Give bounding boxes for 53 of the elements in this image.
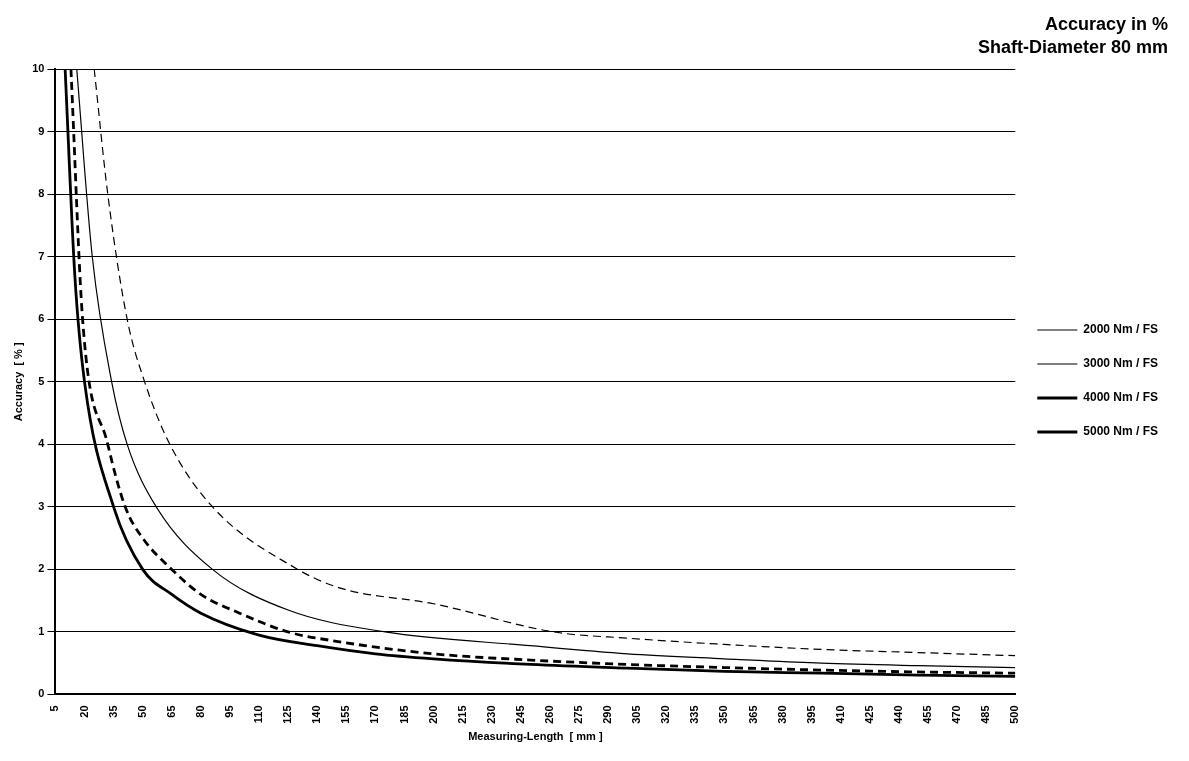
y-tick-label: 3 [38, 499, 45, 512]
x-tick-label: 425 [862, 705, 875, 724]
x-tick-label: 275 [572, 705, 585, 724]
y-tick-label: 0 [38, 687, 45, 700]
y-tick-label: 1 [38, 624, 45, 637]
x-tick-label: 185 [397, 705, 410, 724]
x-tick-label: 365 [746, 705, 759, 724]
x-tick-label: 485 [979, 705, 992, 724]
x-tick-label: 350 [717, 705, 730, 724]
x-tick-label: 335 [688, 705, 701, 724]
legend-label: 5000 Nm / FS [1083, 424, 1158, 439]
y-tick-label: 10 [32, 62, 45, 75]
x-tick-label: 125 [281, 705, 294, 724]
x-tick-label: 140 [310, 705, 323, 724]
x-tick-label: 65 [164, 705, 177, 718]
x-tick-label: 500 [1008, 705, 1021, 724]
x-tick-label: 80 [193, 705, 206, 718]
x-tick-label: 50 [135, 705, 148, 718]
x-tick-label: 305 [630, 705, 643, 724]
text: Accuracy in % [1044, 13, 1168, 34]
x-tick-label: 155 [339, 705, 352, 724]
x-tick-label: 380 [775, 705, 788, 724]
x-tick-label: 470 [950, 705, 963, 724]
x-tick-label: 455 [921, 705, 934, 724]
legend-label: 4000 Nm / FS [1083, 390, 1158, 405]
text: Shaft-Diameter 80 mm [977, 37, 1168, 58]
x-tick-label: 290 [601, 705, 614, 724]
x-axis-title: Measuring-Length [ mm ] [468, 730, 603, 743]
x-tick-label: 320 [659, 705, 672, 724]
y-tick-label: 7 [38, 249, 45, 262]
x-tick-label: 230 [484, 705, 497, 724]
legend-label: 2000 Nm / FS [1083, 322, 1158, 337]
x-tick-label: 20 [77, 705, 90, 718]
y-tick-label: 5 [38, 374, 45, 387]
x-tick-label: 95 [222, 705, 235, 718]
y-tick-label: 6 [38, 312, 45, 325]
y-axis-title: Accuracy [ % ] [11, 342, 24, 422]
y-tick-label: 2 [38, 562, 45, 575]
x-tick-label: 5 [48, 705, 61, 712]
x-tick-label: 260 [542, 705, 555, 724]
x-tick-label: 395 [804, 705, 817, 724]
legend-label: 3000 Nm / FS [1083, 356, 1158, 371]
x-tick-label: 170 [368, 705, 381, 724]
x-tick-label: 200 [426, 705, 439, 724]
y-tick-label: 4 [38, 437, 46, 450]
x-tick-label: 35 [106, 705, 119, 718]
y-tick-label: 8 [38, 187, 45, 200]
x-tick-label: 245 [513, 705, 526, 724]
y-tick-label: 9 [38, 124, 45, 137]
x-tick-label: 110 [252, 705, 265, 724]
x-tick-label: 410 [833, 705, 846, 724]
x-tick-label: 440 [891, 705, 904, 724]
x-tick-label: 215 [455, 705, 468, 724]
